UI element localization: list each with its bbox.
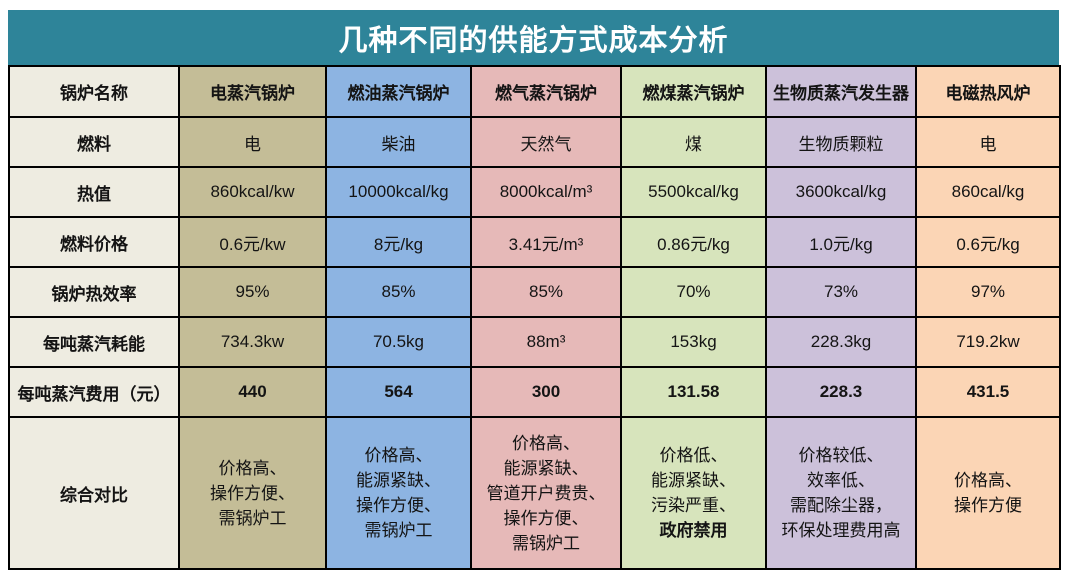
table-row: 燃料电柴油 天然气煤生物质颗粒电 xyxy=(8,116,1061,168)
table-cell: 228.3kg xyxy=(765,316,917,368)
cell-line: 价格低、 xyxy=(659,446,728,465)
cell-line: 能源紧缺、 xyxy=(651,471,736,490)
cell-line: 价格高、 xyxy=(364,446,433,465)
page-title: 几种不同的供能方式成本分析 xyxy=(8,10,1059,65)
cost-table-body: 锅炉名称 电蒸汽锅炉 燃油蒸汽锅炉 燃气蒸汽锅炉 燃煤蒸汽锅炉 生物质蒸汽发生器 电磁热风炉… xyxy=(8,65,1061,570)
table-cell: 天然气 xyxy=(470,116,622,168)
cell-line: 需锅炉工 xyxy=(512,533,580,553)
cell-line: 能源紧缺、 xyxy=(356,471,441,490)
table-cell: 564 xyxy=(325,366,472,418)
table-row: 燃料价格 0.6元/kw 8元/kg 3.41元/m³ 0.86元/kg 1.0元/kg 0… xyxy=(8,216,1061,268)
cell-line: 需配除尘器， xyxy=(790,496,892,515)
table-cell: 131.58 xyxy=(620,366,767,418)
table-cell: 0.6元/kg xyxy=(915,216,1061,268)
column-header: 电磁热风炉 xyxy=(915,65,1061,118)
table-cell: 860cal/kg xyxy=(915,166,1061,218)
row-label: 每吨蒸汽费用（元） xyxy=(8,366,180,418)
column-header: 燃油蒸汽锅炉 xyxy=(325,65,472,118)
table-cell: 煤 xyxy=(620,116,767,168)
cell-line: 污染严重、 xyxy=(651,496,736,515)
cell-line: 政府禁用 xyxy=(659,521,728,540)
table-cell: 0.86元/kg xyxy=(620,216,767,268)
cell-line: 需锅炉工 xyxy=(364,521,433,540)
cell-line: 价格较低、 xyxy=(798,446,884,465)
table-cell: 3.41元/m³ xyxy=(470,216,622,268)
table-cell: 73% xyxy=(765,266,917,318)
table-cell: 价格高、能源紧缺、操作方便、需锅炉工 xyxy=(325,416,472,570)
cell-line: 需锅炉工 xyxy=(218,508,287,528)
row-label: 每吨蒸汽耗能 xyxy=(8,316,180,368)
cell-line: 操作方便、 xyxy=(210,483,295,503)
table-cell: 价格低、能源紧缺、污染严重、政府禁用 xyxy=(620,416,767,570)
table-cell: 价格高、能源紧缺、管道开户费贵、 操作方便、需锅炉工 xyxy=(470,416,622,570)
table-cell: 95% xyxy=(178,266,327,318)
table-cell: 5500kcal/kg xyxy=(620,166,767,218)
row-label: 燃料价格 xyxy=(8,216,180,268)
table-cell: 70% xyxy=(620,266,767,318)
table-cell: 柴油 xyxy=(325,116,472,168)
column-header: 生物质蒸汽发生器 xyxy=(765,65,917,118)
table-cell: 70.5kg xyxy=(325,316,472,368)
cell-line: 价格高、 xyxy=(512,433,580,453)
cell-line: 能源紧缺、 xyxy=(503,458,589,478)
table-row: 每吨蒸汽费用（元） 440 564 300 131.58 228.3 431.5 xyxy=(8,366,1061,418)
table-row: 每吨蒸汽耗能 734.3kw 70.5kg 88m³ 153kg 228.3kg 719.2… xyxy=(8,316,1061,368)
table-cell: 440 xyxy=(178,366,327,418)
row-label-boiler-name: 锅炉名称 xyxy=(8,65,180,118)
table-cell: 85% xyxy=(470,266,622,318)
table-cell: 85% xyxy=(325,266,472,318)
table-row: 锅炉热效率 95% 85% 85% 70% 73% 97% xyxy=(8,266,1061,318)
table-cell: 价格高、操作方便、需锅炉工 xyxy=(178,416,327,570)
table-cell: 8000kcal/m³ xyxy=(470,166,622,218)
column-header: 燃气蒸汽锅炉 xyxy=(470,65,622,118)
table-cell: 电 xyxy=(915,116,1061,168)
table-cell: 价格高、 操作方便 xyxy=(915,416,1061,570)
cell-line: 操作方便、 xyxy=(503,508,589,528)
table-cell: 719.2kw xyxy=(915,316,1061,368)
table-cell: 734.3kw xyxy=(178,316,327,368)
cell-line: 价格高、 xyxy=(218,458,287,478)
table-cell: 88m³ xyxy=(470,316,622,368)
table-cell: 电 xyxy=(178,116,327,168)
row-label: 综合对比 xyxy=(8,416,180,570)
cell-line: 环保处理费用高 xyxy=(781,521,901,540)
cell-line: 管道开户费贵、 xyxy=(486,483,606,503)
table-cell: 价格较低、效率低、需配除尘器， 环保处理费用高 xyxy=(765,416,917,570)
table-cell: 860kcal/kw xyxy=(178,166,327,218)
row-label: 锅炉热效率 xyxy=(8,266,180,318)
column-header: 燃煤蒸汽锅炉 xyxy=(620,65,767,118)
table-cell: 300 xyxy=(470,366,622,418)
header-row: 锅炉名称 电蒸汽锅炉 燃油蒸汽锅炉 燃气蒸汽锅炉 燃煤蒸汽锅炉 生物质蒸汽发生器 电磁热风炉 xyxy=(8,65,1061,118)
cell-line: 操作方便 xyxy=(954,496,1022,515)
table-cell: 10000kcal/kg xyxy=(325,166,472,218)
table-cell: 生物质颗粒 xyxy=(765,116,917,168)
table-cell: 1.0元/kg xyxy=(765,216,917,268)
cell-line: 价格高、 xyxy=(954,471,1022,490)
row-label: 燃料 xyxy=(8,116,180,168)
cell-line: 操作方便、 xyxy=(356,496,441,515)
table-cell: 3600kcal/kg xyxy=(765,166,917,218)
table-cell: 8元/kg xyxy=(325,216,472,268)
table-cell: 0.6元/kw xyxy=(178,216,327,268)
column-header: 电蒸汽锅炉 xyxy=(178,65,327,118)
row-label: 热值 xyxy=(8,166,180,218)
table-row: 综合对比 价格高、 操作方便、 需锅炉工 价格高、 能源紧缺、 操作方便、 需锅炉工 价格高、能… xyxy=(8,416,1061,570)
table-row: 热值 860kcal/kw 10000kcal/kg 8000kcal/m³ 5500k… xyxy=(8,166,1061,218)
cost-table: 锅炉名称 电蒸汽锅炉 燃油蒸汽锅炉 燃气蒸汽锅炉 燃煤蒸汽锅炉 生物质蒸汽发生器 电磁热风炉… xyxy=(8,65,1061,570)
table-cell: 431.5 xyxy=(915,366,1061,418)
cell-line: 效率低、 xyxy=(807,471,875,490)
table-cell: 153kg xyxy=(620,316,767,368)
table-cell: 228.3 xyxy=(765,366,917,418)
table-cell: 97% xyxy=(915,266,1061,318)
